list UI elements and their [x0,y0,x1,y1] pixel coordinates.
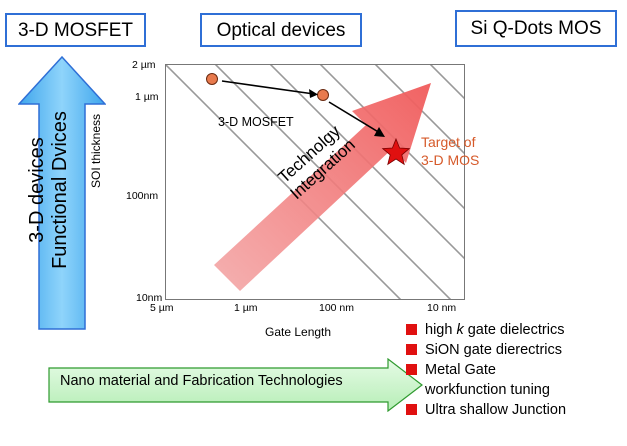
bottom-right-arrow [48,358,423,412]
y-tick-100nm: 100nm [126,190,159,202]
target-label: Target of 3-D MOS [421,133,479,169]
x-tick-5um: 5 µm [150,302,174,314]
point-arrow-1 [221,80,315,95]
legend-metal-gate-label: Metal Gate [425,362,496,378]
data-point-1 [206,73,218,85]
left-up-arrow [18,56,106,330]
left-arrow-line2: Functional Dvices [49,111,71,269]
box-si-qdots-mos: Si Q-Dots MOS [455,10,617,47]
legend-high-text: high [425,322,457,338]
point-arrow-1-head [309,89,318,98]
legend-sion-label: SiON gate dierectrics [425,342,562,358]
target-line2: 3-D MOS [421,152,480,168]
legend-item-sion: SiON gate dierectrics [406,340,566,360]
point-arrow-2 [328,101,381,134]
plot-area [165,64,465,300]
legend-junction-label: Ultra shallow Junction [425,402,567,418]
left-arrow-line1: 3-D devices [26,137,48,243]
target-line1: Target of [421,134,476,150]
legend-workfunction-label: workfunction tuning [425,382,550,398]
x-tick-1um: 1 µm [234,302,258,314]
legend-gate-dielectrics-text: gate dielectrics [463,322,565,338]
y-tick-2um: 2 µm [132,59,156,71]
point-label-3d-mosfet: 3-D MOSFET [218,115,294,129]
y-axis-title: SOI thickness [89,113,103,188]
box-optical-devices: Optical devices [200,13,362,47]
legend: high k gate dielectrics SiON gate dierec… [406,320,566,420]
y-tick-1um: 1 µm [135,91,159,103]
legend-square-icon [406,364,417,375]
point-arrow-2-head [374,127,385,137]
legend-square-icon [406,324,417,335]
legend-item-metal-gate: Metal Gate [406,360,566,380]
legend-item-junction: Ultra shallow Junction [406,400,566,420]
legend-item-high-k: high k gate dielectrics [406,320,566,340]
y-tick-10nm: 10nm [136,292,163,304]
x-tick-10nm: 10 nm [427,302,457,314]
legend-high-k-label: high k gate dielectrics [425,320,564,340]
legend-square-icon [406,404,417,415]
plot-canvas [166,65,464,299]
legend-square-icon [406,344,417,355]
data-point-2 [317,89,329,101]
bottom-arrow-label: Nano material and Fabrication Technologi… [60,373,343,389]
left-arrow-text: 3-D devices Functional Dvices [26,60,98,320]
x-tick-100nm: 100 nm [319,302,355,314]
x-axis-title: Gate Length [265,325,332,339]
box-3d-mosfet: 3-D MOSFET [5,13,146,47]
target-star [381,137,411,166]
legend-k-text: k [456,322,464,338]
